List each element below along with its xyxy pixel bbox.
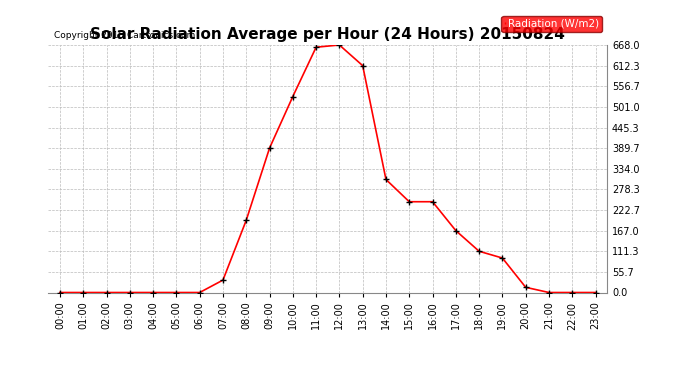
Legend: Radiation (W/m2): Radiation (W/m2) [502,15,602,32]
Text: Copyright 2015 Cartronics.com: Copyright 2015 Cartronics.com [54,31,195,40]
Title: Solar Radiation Average per Hour (24 Hours) 20150824: Solar Radiation Average per Hour (24 Hou… [90,27,565,42]
